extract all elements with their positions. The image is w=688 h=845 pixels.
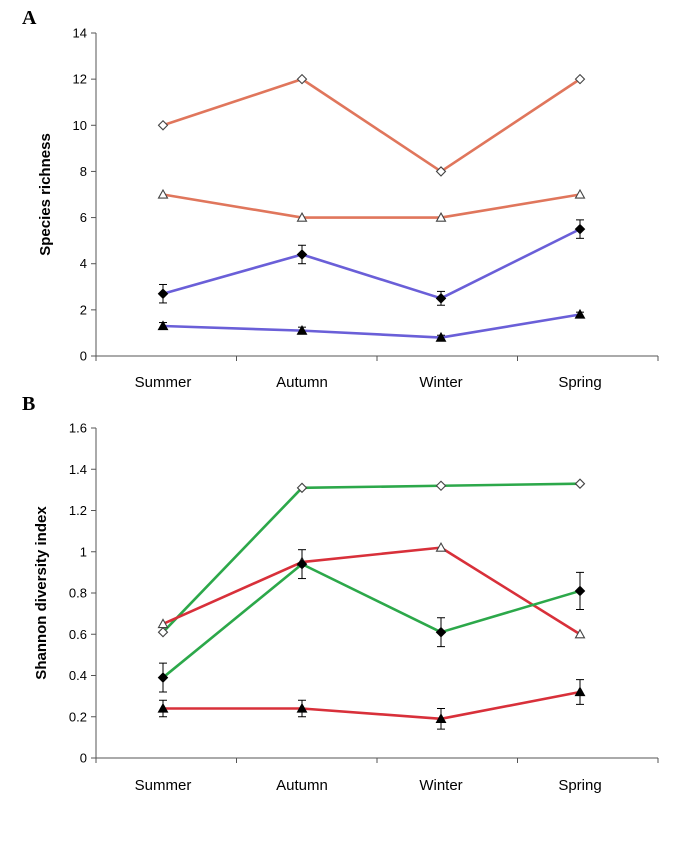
data-point — [435, 626, 447, 638]
data-point — [296, 482, 308, 494]
data-point — [574, 686, 586, 697]
y-tick-label: 1.4 — [69, 462, 87, 477]
data-point — [435, 166, 447, 177]
y-tick-label: 4 — [80, 256, 87, 271]
series-3 — [157, 219, 586, 306]
x-tick-label: Summer — [135, 374, 192, 391]
x-tick-label: Autumn — [276, 777, 328, 794]
data-point — [435, 211, 447, 222]
data-point — [435, 713, 447, 723]
y-tick-label: 10 — [73, 118, 87, 133]
panel-letter: A — [22, 7, 37, 29]
data-point — [435, 480, 447, 492]
panel-b-chart: B 0 0.2 0.4 0.6 0.8 1 1.2 1.4 1.6 Summer Autumn Wint… — [22, 393, 659, 794]
series-line — [163, 690, 581, 721]
data-point — [157, 188, 169, 199]
data-point — [574, 223, 586, 235]
data-point — [574, 628, 586, 639]
x-tick-label: Winter — [419, 777, 462, 794]
data-point — [157, 288, 169, 299]
series-2 — [157, 188, 586, 222]
y-tick-label: 1.6 — [69, 421, 87, 436]
y-tick-label: 0.6 — [69, 627, 87, 642]
series-3 — [157, 549, 586, 693]
series-4 — [157, 679, 586, 730]
series-2 — [157, 541, 586, 639]
data-point — [574, 308, 586, 319]
data-point — [296, 702, 308, 713]
y-tick-label: 14 — [73, 26, 87, 41]
y-axis-label: Shannon diversity index — [33, 506, 50, 680]
y-tick-label: 0.4 — [69, 668, 87, 683]
y-tick-label: 0 — [80, 751, 87, 766]
y-tick-label: 8 — [80, 164, 87, 179]
data-point — [574, 478, 586, 489]
series-line — [162, 546, 581, 636]
data-point — [157, 702, 169, 713]
y-tick-label: 2 — [80, 302, 87, 317]
y-tick-label: 0.8 — [69, 586, 87, 601]
series-1 — [157, 478, 586, 638]
panel-letter: B — [22, 393, 35, 415]
x-tick-label: Spring — [558, 374, 601, 391]
y-axis-label: Species richness — [37, 133, 54, 256]
data-point — [157, 120, 169, 131]
series-line — [162, 482, 581, 634]
y-tick-label: 1 — [80, 544, 87, 559]
data-point — [157, 672, 169, 683]
y-tick-label: 0 — [80, 349, 87, 364]
series-line — [162, 193, 581, 219]
data-point — [296, 249, 308, 260]
x-tick-label: Winter — [419, 374, 462, 391]
y-tick-label: 12 — [73, 72, 87, 87]
series-line — [162, 227, 581, 300]
data-point — [157, 626, 169, 638]
series-line — [162, 313, 581, 339]
data-point — [157, 320, 169, 331]
data-point — [296, 73, 308, 85]
data-point — [296, 558, 308, 570]
data-point — [435, 331, 447, 342]
y-tick-label: 6 — [80, 210, 87, 225]
y-tick-label: 1.2 — [69, 503, 87, 518]
panel-a-chart: A 0 2 4 6 8 10 12 14 Summer Autumn Winter Spring Spec… — [22, 7, 659, 391]
x-tick-label: Autumn — [276, 374, 328, 391]
data-point — [574, 585, 586, 597]
data-point — [574, 73, 586, 85]
data-point — [435, 293, 447, 304]
data-point — [296, 324, 308, 335]
x-tick-label: Summer — [135, 777, 192, 794]
data-point — [157, 618, 169, 629]
data-point — [296, 211, 308, 222]
series-1 — [157, 73, 586, 177]
data-point — [435, 541, 447, 552]
data-point — [574, 188, 586, 199]
series-line — [162, 77, 581, 173]
y-tick-label: 0.2 — [69, 709, 87, 724]
x-tick-label: Spring — [558, 777, 601, 794]
series-line — [162, 562, 581, 679]
series-4 — [157, 308, 586, 342]
